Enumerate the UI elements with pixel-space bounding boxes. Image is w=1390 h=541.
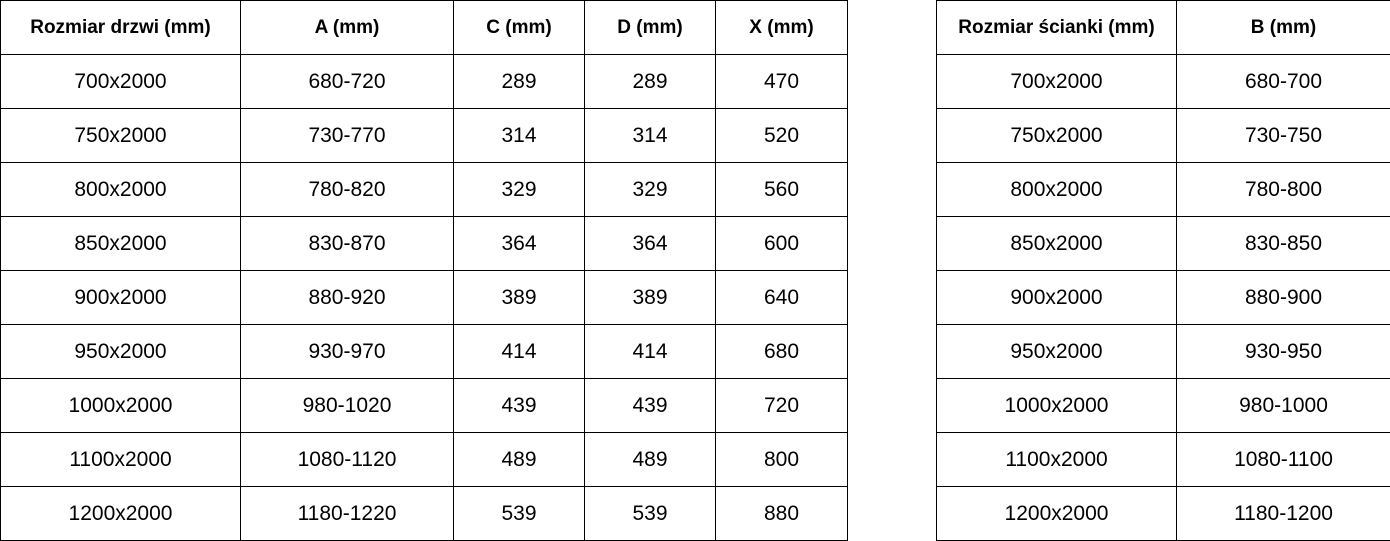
table-cell: 439: [584, 378, 716, 433]
table-cell: 329: [584, 162, 716, 217]
table-cell: 780-800: [1176, 162, 1390, 217]
table-cell: 800x2000: [0, 162, 241, 217]
table-cell: 950x2000: [0, 324, 241, 379]
table-cell: 414: [453, 324, 585, 379]
table-cell: 364: [453, 216, 585, 271]
table-cell: 560: [715, 162, 848, 217]
table-cell: 1200x2000: [936, 486, 1177, 541]
table-cell: 640: [715, 270, 848, 325]
table-row: 1200x2000 1180-1220 539 539 880: [0, 486, 848, 541]
table-cell: 930-950: [1176, 324, 1390, 379]
table-cell: 289: [453, 54, 585, 109]
table-row: 750x2000 730-770 314 314 520: [0, 108, 848, 163]
table-cell: 439: [453, 378, 585, 433]
table-cell: 389: [453, 270, 585, 325]
table-cell: 730-750: [1176, 108, 1390, 163]
column-header: D (mm): [584, 0, 716, 55]
table-cell: 850x2000: [936, 216, 1177, 271]
table-cell: 1000x2000: [0, 378, 241, 433]
table-cell: 850x2000: [0, 216, 241, 271]
table-row: 1000x2000 980-1000: [936, 378, 1390, 433]
table-cell: 700x2000: [936, 54, 1177, 109]
table-cell: 800: [715, 432, 848, 487]
table-cell: 314: [584, 108, 716, 163]
table-cell: 329: [453, 162, 585, 217]
table-cell: 289: [584, 54, 716, 109]
table-cell: 414: [584, 324, 716, 379]
table-cell: 600: [715, 216, 848, 271]
table-cell: 1100x2000: [0, 432, 241, 487]
table-cell: 880-920: [240, 270, 454, 325]
table-cell: 389: [584, 270, 716, 325]
table-cell: 800x2000: [936, 162, 1177, 217]
table-cell: 364: [584, 216, 716, 271]
table-row: 950x2000 930-970 414 414 680: [0, 324, 848, 379]
table-cell: 1000x2000: [936, 378, 1177, 433]
table-cell: 750x2000: [936, 108, 1177, 163]
table-cell: 730-770: [240, 108, 454, 163]
header-row: Rozmiar drzwi (mm) A (mm) C (mm) D (mm) X (m…: [0, 0, 848, 55]
table-cell: 680-700: [1176, 54, 1390, 109]
table-row: 1100x2000 1080-1100: [936, 432, 1390, 487]
column-header: Rozmiar ścianki (mm): [936, 0, 1177, 55]
table-row: 850x2000 830-850: [936, 216, 1390, 271]
table-cell: 830-850: [1176, 216, 1390, 271]
table-cell: 1200x2000: [0, 486, 241, 541]
table-cell: 900x2000: [936, 270, 1177, 325]
table-row: 1000x2000 980-1020 439 439 720: [0, 378, 848, 433]
header-row: Rozmiar ścianki (mm) B (mm): [936, 0, 1390, 55]
table-cell: 750x2000: [0, 108, 241, 163]
table-row: 700x2000 680-700: [936, 54, 1390, 109]
door-size-table: Rozmiar drzwi (mm) A (mm) C (mm) D (mm) X (m…: [0, 0, 848, 541]
table-cell: 1100x2000: [936, 432, 1177, 487]
table-row: 900x2000 880-920 389 389 640: [0, 270, 848, 325]
table-cell: 930-970: [240, 324, 454, 379]
table-cell: 489: [453, 432, 585, 487]
table-cell: 520: [715, 108, 848, 163]
table-row: 900x2000 880-900: [936, 270, 1390, 325]
table-cell: 880: [715, 486, 848, 541]
table-row: 800x2000 780-800: [936, 162, 1390, 217]
column-header: X (mm): [715, 0, 848, 55]
table-cell: 489: [584, 432, 716, 487]
wall-size-table: Rozmiar ścianki (mm) B (mm) 700x2000 680-7…: [936, 0, 1390, 541]
column-header: A (mm): [240, 0, 454, 55]
table-cell: 780-820: [240, 162, 454, 217]
table-cell: 680-720: [240, 54, 454, 109]
column-header: C (mm): [453, 0, 585, 55]
table-cell: 900x2000: [0, 270, 241, 325]
table-cell: 980-1020: [240, 378, 454, 433]
table-row: 700x2000 680-720 289 289 470: [0, 54, 848, 109]
table-cell: 950x2000: [936, 324, 1177, 379]
table-cell: 1180-1200: [1176, 486, 1390, 541]
table-row: 750x2000 730-750: [936, 108, 1390, 163]
table-cell: 1080-1100: [1176, 432, 1390, 487]
table-cell: 700x2000: [0, 54, 241, 109]
table-cell: 470: [715, 54, 848, 109]
table-cell: 314: [453, 108, 585, 163]
table-row: 850x2000 830-870 364 364 600: [0, 216, 848, 271]
table-cell: 1080-1120: [240, 432, 454, 487]
table-cell: 880-900: [1176, 270, 1390, 325]
table-cell: 1180-1220: [240, 486, 454, 541]
column-header: B (mm): [1176, 0, 1390, 55]
table-cell: 720: [715, 378, 848, 433]
column-header: Rozmiar drzwi (mm): [0, 0, 241, 55]
table-cell: 830-870: [240, 216, 454, 271]
table-row: 1100x2000 1080-1120 489 489 800: [0, 432, 848, 487]
table-cell: 539: [453, 486, 585, 541]
table-cell: 980-1000: [1176, 378, 1390, 433]
table-row: 950x2000 930-950: [936, 324, 1390, 379]
table-cell: 539: [584, 486, 716, 541]
table-row: 800x2000 780-820 329 329 560: [0, 162, 848, 217]
table-cell: 680: [715, 324, 848, 379]
table-row: 1200x2000 1180-1200: [936, 486, 1390, 541]
